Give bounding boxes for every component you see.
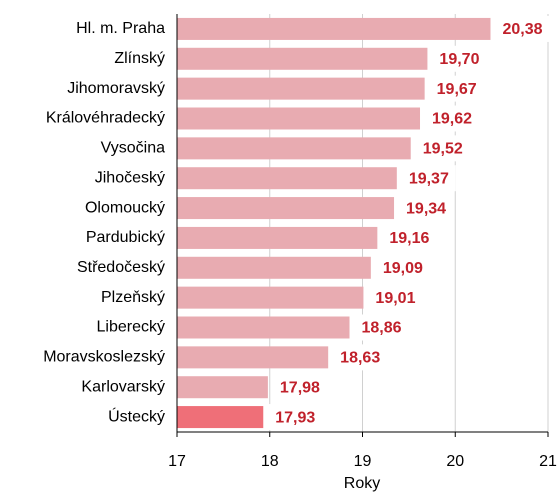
y-tick-label: Jihočeský [95, 169, 165, 186]
bar [177, 226, 378, 249]
value-label: 17,98 [280, 379, 320, 396]
bar [177, 346, 329, 369]
y-tick-label: Pardubický [86, 229, 165, 246]
value-label-bg [380, 224, 437, 251]
bar [177, 17, 491, 40]
value-label-bg [430, 45, 487, 72]
value-label: 19,16 [389, 230, 429, 247]
y-tick-label: Plzeňský [101, 289, 165, 306]
value-label-bg [366, 284, 423, 311]
x-tick-label: 17 [168, 453, 186, 470]
value-label: 19,62 [432, 111, 472, 128]
bar [177, 406, 264, 429]
x-tick-label: 18 [261, 453, 279, 470]
y-tick-label: Ústecký [108, 406, 165, 425]
bar [177, 47, 428, 70]
value-label: 19,67 [437, 81, 477, 98]
value-label: 19,52 [423, 141, 463, 158]
value-label: 19,70 [439, 51, 479, 68]
y-tick-label: Moravskoslezský [43, 349, 165, 366]
bar [177, 286, 364, 309]
y-tick-label: Olomoucký [85, 199, 165, 216]
value-label: 19,34 [406, 200, 446, 217]
bar [177, 376, 268, 399]
x-tick-label: 19 [354, 453, 372, 470]
bar [177, 137, 411, 160]
x-tick-label: 21 [539, 453, 557, 470]
bar [177, 167, 397, 190]
value-label-bg [331, 344, 388, 371]
y-tick-label: Jihomoravský [67, 80, 165, 97]
value-label-bg [266, 404, 323, 431]
value-label-bg [270, 374, 327, 401]
y-tick-label: Královéhradecký [46, 110, 165, 127]
bar [177, 77, 425, 100]
value-label: 19,01 [375, 290, 415, 307]
value-label: 19,37 [409, 170, 449, 187]
value-label: 20,38 [502, 21, 542, 38]
value-label-bg [373, 254, 430, 281]
y-tick-label: Zlínský [114, 50, 165, 67]
value-label-bg [493, 15, 550, 42]
x-axis-label: Roky [344, 475, 380, 492]
value-label-bg [413, 135, 470, 162]
y-tick-label: Liberecký [97, 319, 165, 336]
value-label: 18,63 [340, 350, 380, 367]
value-label: 17,93 [275, 409, 315, 426]
y-tick-label: Středočeský [77, 259, 165, 276]
bar [177, 256, 371, 279]
bar [177, 197, 395, 220]
value-label-bg [352, 314, 409, 341]
y-tick-label: Karlovarský [81, 378, 165, 395]
value-label-bg [397, 195, 454, 222]
bar [177, 316, 350, 339]
value-label: 19,09 [383, 260, 423, 277]
value-label-bg [427, 75, 484, 102]
value-label-bg [399, 165, 456, 192]
y-tick-label: Hl. m. Praha [76, 20, 165, 37]
x-tick-label: 20 [446, 453, 464, 470]
bar [177, 107, 421, 130]
y-tick-label: Vysočina [101, 140, 165, 157]
value-label-bg [423, 105, 480, 132]
value-label: 18,86 [362, 320, 402, 337]
